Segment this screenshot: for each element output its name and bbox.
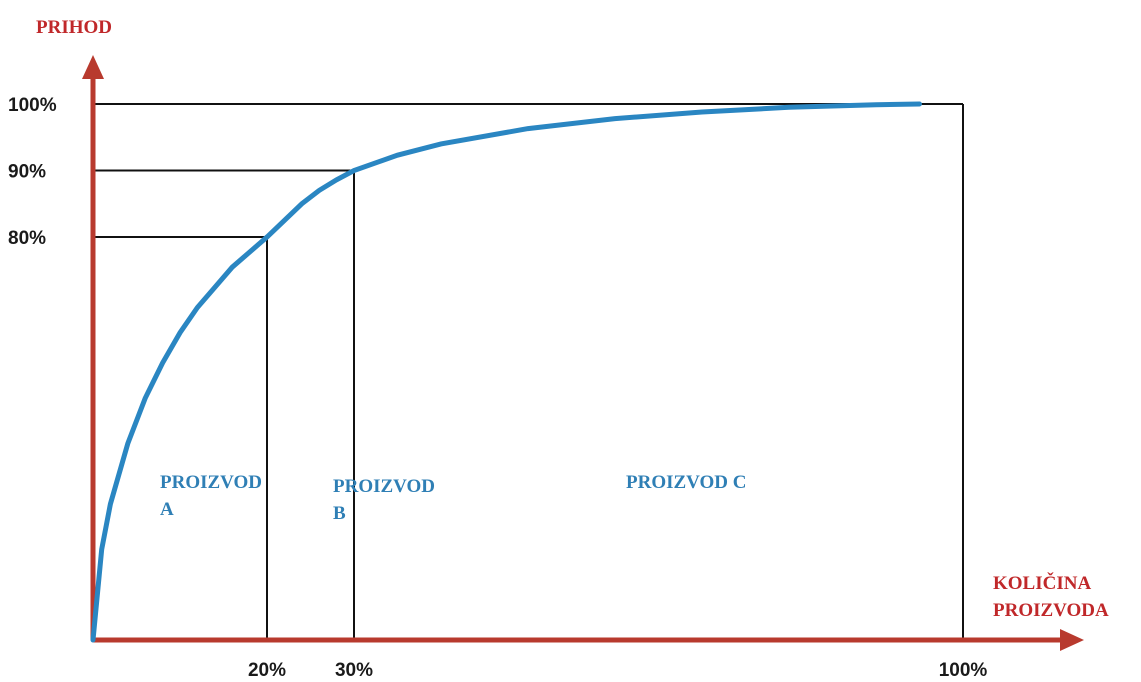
y-axis-title: PRIHOD	[36, 17, 112, 38]
x-tick-label-1: 30%	[335, 660, 373, 681]
region-label-0: PROIZVOD A	[160, 472, 262, 520]
region-label-1: PROIZVOD B	[333, 476, 435, 524]
region-label-2: PROIZVOD C	[626, 472, 747, 493]
tick-labels: 20% 30% 100% 80% 90% 100%	[8, 95, 987, 681]
x-tick-label-0: 20%	[248, 660, 286, 681]
x-axis-arrow-icon	[1060, 629, 1084, 651]
y-tick-label-1: 90%	[8, 162, 46, 183]
x-axis-title: KOLIČINA PROIZVODA	[993, 572, 1109, 621]
cumulative-curve	[90, 101, 922, 643]
y-tick-label-2: 100%	[8, 95, 57, 116]
y-tick-label-0: 80%	[8, 228, 46, 249]
guide-lines	[93, 103, 964, 640]
region-labels: PROIZVOD A PROIZVOD B PROIZVOD C	[160, 472, 747, 524]
y-axis-arrow-icon	[82, 55, 104, 79]
axis-titles: PRIHOD KOLIČINA PROIZVODA	[36, 17, 1109, 621]
x-tick-label-2: 100%	[939, 660, 988, 681]
axes	[82, 55, 1084, 651]
